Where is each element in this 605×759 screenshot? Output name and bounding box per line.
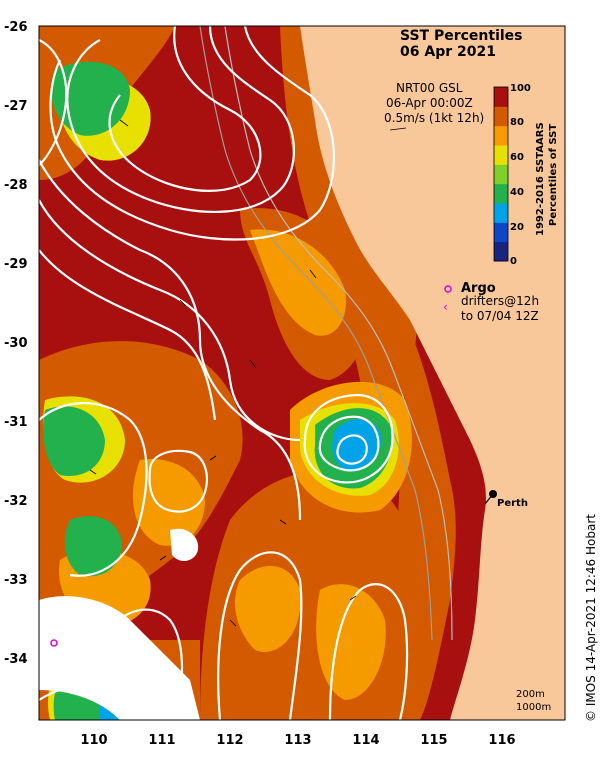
colorbar-segment: [494, 183, 508, 204]
lon-tick-label: 111: [148, 733, 175, 748]
lat-tick-label: -34: [4, 652, 28, 667]
colorbar-title-2: Percentiles of SST: [548, 124, 559, 226]
lon-tick-label: 113: [284, 733, 311, 748]
lon-tick-label: 110: [80, 733, 107, 748]
drifter-legend-icon: ‹: [443, 300, 448, 314]
colorbar-tick-label: 60: [510, 152, 524, 163]
velocity-vectors: [89, 119, 357, 627]
lat-tick-label: -27: [4, 99, 28, 114]
colorbar-segment: [494, 241, 508, 262]
drifters-legend-label-2: to 07/04 12Z: [461, 309, 539, 323]
model-time: 06-Apr 00:00Z: [386, 96, 473, 110]
colorbar-segment: [494, 145, 508, 165]
colorbar-segment: [494, 125, 508, 146]
lat-tick-label: -30: [4, 336, 28, 351]
scale-arrow: [389, 127, 407, 131]
isobath-200m: [224, 26, 453, 641]
lat-tick-label: -29: [4, 257, 28, 272]
isobath-1000m: [199, 26, 433, 641]
isobath-label-1000m: 1000m: [516, 702, 551, 713]
lon-tick-label: 114: [352, 733, 379, 748]
colorbar: [493, 86, 509, 262]
lon-tick-label: 112: [216, 733, 243, 748]
colorbar-segment: [494, 164, 508, 185]
lat-tick-label: -33: [4, 573, 28, 588]
colorbar-segment: [494, 87, 508, 107]
cloud-mask: [39, 528, 200, 720]
colorbar-tick-label: 40: [510, 187, 524, 198]
isobath-label-200m: 200m: [516, 689, 545, 700]
lat-tick-label: -28: [4, 178, 28, 193]
colorbar-title-1: 1992-2016 SSTAARS: [535, 122, 546, 236]
colorbar-segment: [494, 222, 508, 243]
map-plot-area: [39, 26, 565, 720]
current-contours: [39, 26, 409, 720]
vector-scale: 0.5m/s (1kt 12h): [384, 111, 484, 125]
lon-tick-label: 115: [420, 733, 447, 748]
colorbar-tick-label: 0: [510, 256, 517, 267]
argo-float-marker: [50, 639, 58, 647]
lat-tick-label: -26: [4, 20, 28, 35]
argo-legend-label: Argo: [461, 281, 496, 296]
colorbar-tick-label: 100: [510, 83, 531, 94]
map-date: 06 Apr 2021: [400, 44, 496, 60]
credit-text: © IMOS 14-Apr-2021 12:46 Hobart: [584, 514, 598, 722]
lon-axis: 110 111 112 113 114 115 116: [80, 733, 515, 748]
colorbar-segment: [494, 106, 508, 127]
model-name: NRT00 GSL: [396, 81, 463, 95]
colorbar-tick-label: 20: [510, 222, 524, 233]
argo-legend-icon: [444, 285, 452, 293]
map-title: SST Percentiles: [400, 28, 523, 44]
perth-leader: [484, 493, 494, 505]
lat-axis: -26 -27 -28 -29 -30 -31 -32 -33 -34: [4, 20, 28, 667]
colorbar-ticks: 0 20 40 60 80 100: [510, 83, 531, 267]
perth-label: Perth: [497, 498, 528, 509]
lat-tick-label: -32: [4, 494, 28, 509]
lon-tick-label: 116: [488, 733, 515, 748]
colorbar-frame: [493, 86, 509, 262]
lat-tick-label: -31: [4, 415, 28, 430]
map-frame: [38, 25, 566, 721]
colorbar-segment: [494, 203, 508, 223]
drifters-legend-label-1: drifters@12h: [461, 294, 539, 308]
colorbar-tick-label: 80: [510, 117, 524, 128]
